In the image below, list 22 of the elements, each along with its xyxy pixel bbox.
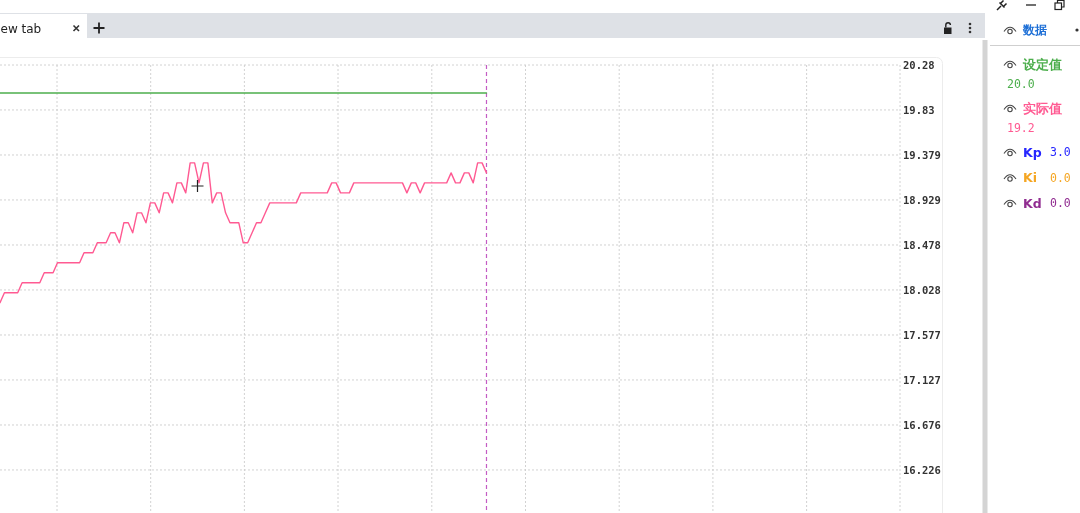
text: Ki [1023,170,1037,185]
y-tick-label: 20.28 [903,59,935,71]
text: 0.0 [1050,170,1071,185]
chart-title: ew tab [0,21,42,36]
text: Kd [1023,195,1042,211]
text: 20.0 [1007,77,1035,91]
text: 设定值 [1022,56,1062,72]
y-tick-label: 18.929 [903,193,941,206]
text: Kp [1023,144,1042,160]
y-tick-label: 17.127 [903,373,941,386]
y-tick-label: 19.379 [903,149,941,161]
y-tick-label: 19.83 [903,103,935,116]
y-tick-label: 16.676 [903,419,941,431]
text: 实际值 [1023,100,1062,116]
y-tick-label: 18.028 [903,283,941,296]
y-tick-label: 18.478 [903,239,941,251]
y-tick-label: 16.226 [903,463,941,476]
text: 3.0 [1050,145,1071,159]
text: 0.0 [1050,196,1071,210]
legend-title: 数据 [1022,23,1047,37]
y-tick-label: 17.577 [903,329,941,341]
text: 19.2 [1007,121,1035,135]
